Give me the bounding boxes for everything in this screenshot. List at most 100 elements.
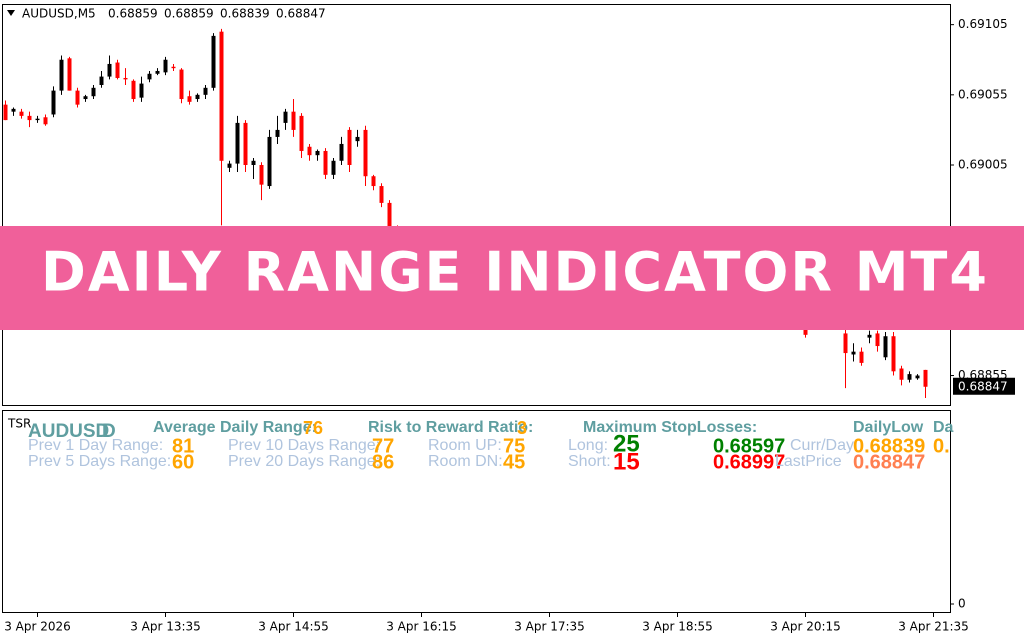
candle-body <box>323 150 328 175</box>
candle-body <box>107 63 112 77</box>
candle-body <box>283 111 288 123</box>
candle-body <box>875 333 880 347</box>
candle-body <box>331 160 336 175</box>
candle-body <box>227 163 232 168</box>
header-value: 0.68859 <box>164 7 214 21</box>
candle-body <box>851 351 856 355</box>
candle-body <box>307 146 312 156</box>
indicator-text: Long: <box>568 437 608 454</box>
candle-body <box>19 111 24 116</box>
indicator-text: Prev 5 Days Range: <box>28 453 171 470</box>
indicator-text: Prev 10 Days Range: <box>228 437 380 454</box>
candle-body <box>171 66 176 69</box>
candle-body <box>275 129 280 137</box>
last-price-box <box>953 377 1015 395</box>
candle-body <box>115 62 120 78</box>
indicator-text: DailyLow <box>853 419 924 436</box>
candle-body <box>123 77 128 80</box>
x-tick-label: 3 Apr 2026 <box>4 620 71 634</box>
indicator-text: Average Daily Range: <box>153 419 317 436</box>
candle-body <box>267 136 272 187</box>
indicator-text: 0.68997 <box>713 451 785 473</box>
indicator-text: Room DN: <box>428 453 503 470</box>
x-tick-label: 3 Apr 18:55 <box>642 620 713 634</box>
candle-body <box>67 58 72 91</box>
indicator-text: Prev 20 Days Range: <box>228 453 380 470</box>
candle-body <box>219 31 224 161</box>
candle-body <box>371 176 376 187</box>
candle-body <box>243 122 248 165</box>
candle-body <box>859 351 864 363</box>
indicator-text: 45 <box>503 451 525 473</box>
candle-body <box>155 70 160 74</box>
menu-arrow[interactable] <box>7 10 15 16</box>
indicator-text: 81 <box>172 435 194 457</box>
candle-body <box>843 333 848 354</box>
indicator-text: Risk to Reward Ratio: <box>368 419 533 436</box>
indicator-text: 75 <box>503 435 525 457</box>
candle-body <box>899 368 904 380</box>
candle-body <box>91 87 96 97</box>
indicator-text: 3 <box>517 418 527 438</box>
candle-body <box>203 87 208 95</box>
indicator-text: 0. <box>933 435 950 457</box>
candle-body <box>379 186 384 203</box>
candle-body <box>131 80 136 100</box>
indicator-frame <box>2 410 951 613</box>
header-value: 0.68859 <box>108 7 158 21</box>
candle-body <box>187 96 192 102</box>
candle-body <box>251 160 256 165</box>
candle-body <box>11 108 16 112</box>
candle-body <box>27 115 32 121</box>
candle-body <box>803 326 808 335</box>
indicator-text: Room UP: <box>428 437 502 454</box>
candle-body <box>235 122 240 164</box>
candle-body <box>59 59 64 91</box>
indicator-text: 0.68597 <box>713 435 785 457</box>
candle-body <box>147 73 152 80</box>
indicator-text: Maximum StopLosses: <box>583 419 757 436</box>
indicator-text: 86 <box>372 451 394 473</box>
indicator-text: 77 <box>372 435 394 457</box>
x-tick-label: 3 Apr 16:15 <box>386 620 457 634</box>
candle-body <box>867 334 872 338</box>
indicator-text: AUDUSD <box>28 421 109 442</box>
candle-body <box>211 35 216 88</box>
candle-body <box>923 369 928 387</box>
header-value: 0.68847 <box>276 7 326 21</box>
indicator-text: Short: <box>568 453 611 470</box>
y-tick-label: 0.69105 <box>958 17 1008 31</box>
y-tick-label: 0.69055 <box>958 87 1008 101</box>
candle-body <box>83 96 88 100</box>
candle-body <box>35 118 40 121</box>
y-tick-label: 0.69005 <box>958 158 1008 172</box>
indicator-y-tick-label: 0 <box>958 597 966 611</box>
indicator-text: Da <box>933 419 954 436</box>
candle-body <box>195 94 200 100</box>
symbol: AUDUSD,M5 <box>22 7 96 21</box>
header-value: 0.68839 <box>220 7 270 21</box>
banner <box>0 226 1024 330</box>
candle-body <box>363 129 368 177</box>
indicator-name: TSR <box>7 417 31 431</box>
indicator-text: 0.68847 <box>853 451 925 473</box>
candle-body <box>43 117 48 125</box>
indicator-text: 15 <box>613 448 640 475</box>
indicator-text: 60 <box>172 451 194 473</box>
indicator-text: 25 <box>613 430 640 457</box>
candle-body <box>51 90 56 115</box>
candle-body <box>3 104 8 121</box>
indicator-text: 76 <box>303 418 323 438</box>
candle-body <box>883 336 888 358</box>
candle-body <box>355 136 360 142</box>
indicator-text: D <box>102 421 116 442</box>
indicator-text: LastPrice <box>775 453 842 470</box>
x-tick-label: 3 Apr 17:35 <box>514 620 585 634</box>
candle-body <box>259 165 264 185</box>
indicator-text: Curr/Day <box>790 437 854 454</box>
last-price-label: 0.68847 <box>958 379 1008 393</box>
indicator-text: Prev 1 Day Range: <box>28 437 163 454</box>
candle-body <box>315 150 320 156</box>
